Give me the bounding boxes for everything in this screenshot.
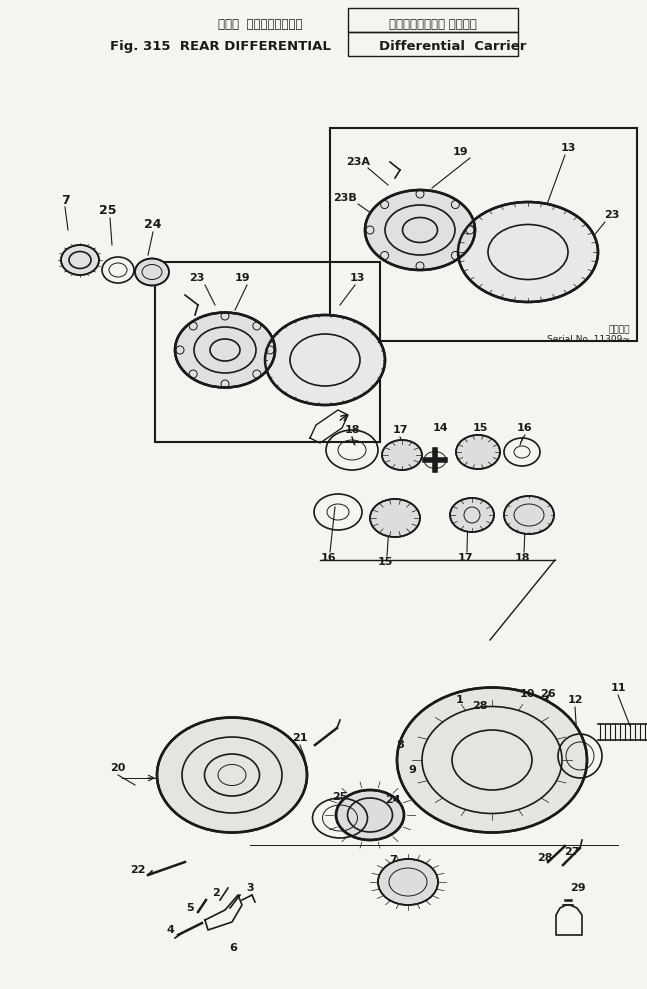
Ellipse shape [382, 440, 422, 470]
Text: 22: 22 [130, 865, 146, 875]
Text: 24: 24 [385, 795, 400, 805]
Text: 8: 8 [396, 740, 404, 750]
Text: 23: 23 [604, 210, 620, 220]
Text: 6: 6 [229, 943, 237, 953]
Text: 11: 11 [610, 683, 626, 693]
Bar [155, 262, 380, 442]
Text: Serial No. 11309~: Serial No. 11309~ [547, 335, 630, 344]
Text: 21: 21 [292, 733, 308, 743]
Text: 5: 5 [186, 903, 194, 913]
Bar [330, 128, 637, 341]
Text: 7: 7 [61, 194, 69, 207]
Ellipse shape [336, 790, 404, 840]
Text: 25: 25 [333, 792, 347, 802]
Ellipse shape [504, 496, 554, 534]
Text: 1: 1 [456, 695, 464, 705]
Text: 10: 10 [520, 689, 534, 699]
Ellipse shape [397, 687, 587, 833]
Text: 13: 13 [560, 143, 576, 153]
Ellipse shape [370, 499, 420, 537]
Ellipse shape [456, 435, 500, 469]
Text: 29: 29 [570, 883, 586, 893]
Text: 2: 2 [212, 888, 220, 898]
Text: 4: 4 [166, 925, 174, 935]
Bar [348, 8, 518, 32]
Ellipse shape [135, 258, 169, 286]
Text: 18: 18 [514, 553, 530, 563]
Text: 18: 18 [344, 425, 360, 435]
Text: 23B: 23B [333, 193, 357, 203]
Text: 19: 19 [452, 147, 468, 157]
Ellipse shape [378, 859, 438, 905]
Text: 27: 27 [564, 847, 580, 857]
Ellipse shape [458, 202, 598, 302]
Ellipse shape [61, 245, 99, 275]
Text: 19: 19 [234, 273, 250, 283]
Ellipse shape [265, 315, 385, 405]
Text: 3: 3 [247, 883, 254, 893]
Text: リヤー  デファレンシャル: リヤー デファレンシャル [218, 18, 302, 31]
Text: 28: 28 [537, 853, 553, 863]
Ellipse shape [450, 498, 494, 532]
Ellipse shape [157, 717, 307, 833]
Text: 14: 14 [432, 423, 448, 433]
Text: 15: 15 [377, 557, 393, 567]
Text: 25: 25 [99, 204, 116, 217]
Text: 12: 12 [567, 695, 583, 705]
Bar [348, 32, 518, 56]
Text: 26: 26 [540, 689, 556, 699]
Text: Differential  Carrier: Differential Carrier [379, 40, 527, 53]
Text: 17: 17 [457, 553, 473, 563]
Ellipse shape [365, 190, 475, 270]
Text: 17: 17 [392, 425, 408, 435]
Ellipse shape [175, 313, 275, 388]
Text: 23: 23 [190, 273, 204, 283]
Text: Fig. 315  REAR DIFFERENTIAL: Fig. 315 REAR DIFFERENTIAL [109, 40, 331, 53]
Text: 16: 16 [517, 423, 533, 433]
Text: 15: 15 [472, 423, 488, 433]
Text: 24: 24 [144, 219, 162, 231]
Text: 13: 13 [349, 273, 365, 283]
Text: 適用号番: 適用号番 [608, 325, 630, 334]
Text: デファレンシャル キャリア: デファレンシャル キャリア [389, 18, 477, 31]
Text: 28: 28 [472, 701, 488, 711]
Text: 16: 16 [320, 553, 336, 563]
Text: 20: 20 [110, 763, 126, 773]
Text: 7: 7 [389, 855, 397, 865]
Text: 23A: 23A [346, 157, 370, 167]
Text: 9: 9 [408, 765, 416, 775]
